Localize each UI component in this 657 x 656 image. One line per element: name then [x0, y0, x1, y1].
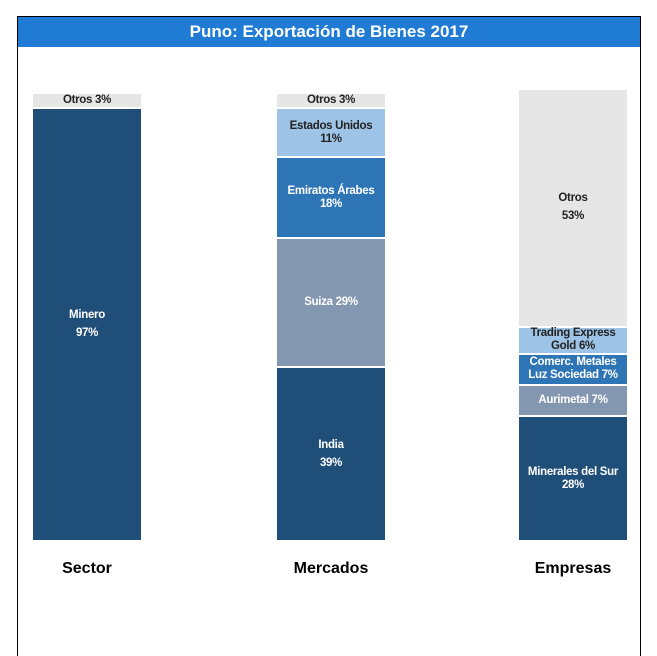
bar: Minero 97% Otros 3%: [33, 94, 141, 540]
segment-value: 3%: [339, 94, 356, 107]
bar: India 39% Suiza 29% Emiratos Árabes 18% Est…: [277, 94, 385, 540]
segment-label: Otros 3%: [63, 94, 111, 107]
bar: Minerales del Sur 28% Aurimetal 7% Comerc.…: [519, 89, 627, 540]
x-tick-label: Empresas: [534, 560, 612, 577]
chart-title: Puno: Exportación de Bienes 2017: [18, 17, 640, 47]
x-tick-label: Sector: [62, 560, 112, 577]
segment-label: Minero 97%: [69, 309, 105, 340]
segment-label: Suiza 29%: [304, 296, 358, 309]
segment-label: India 39%: [318, 438, 344, 470]
bar-segment: Otros 53%: [519, 89, 627, 326]
segment-name: India: [318, 438, 344, 451]
segment-name: Estados Unidos: [289, 119, 373, 132]
bar-segment: India 39%: [277, 366, 385, 540]
segment-name: Emiratos Árabes: [287, 184, 375, 197]
segment-name: Otros: [62, 94, 93, 107]
segment-label: Comerc. Metales Luz Sociedad 7%: [521, 356, 625, 382]
segment-label: Aurimetal 7%: [538, 394, 608, 407]
segment-name: Minerales del Sur: [527, 465, 619, 478]
segment-value: 53%: [561, 210, 585, 223]
x-tick-label: Mercados: [293, 560, 369, 577]
segment-label: Trading Express Gold 6%: [521, 327, 625, 353]
bar-segment: Minero 97%: [33, 107, 141, 540]
segment-name: Otros: [558, 192, 588, 205]
segment-value: 7%: [591, 394, 608, 407]
segment-value: 18%: [319, 197, 343, 210]
segment-value: 6%: [578, 340, 595, 353]
segment-name: Trading Express Gold: [530, 327, 616, 353]
segment-value: 97%: [75, 327, 99, 340]
segment-label: Emiratos Árabes 18%: [279, 185, 383, 211]
bar-segment: Otros 3%: [33, 94, 141, 108]
bar-segment: Suiza 29%: [277, 236, 385, 367]
segment-name: Suiza: [304, 295, 333, 308]
segment-label: Minerales del Sur 28%: [521, 466, 625, 492]
segment-value: 28%: [561, 478, 585, 491]
segment-value: 11%: [320, 132, 342, 145]
segment-name: Otros: [306, 94, 337, 107]
bar-segment: Otros 3%: [277, 94, 385, 108]
bar-segment: Trading Express Gold 6%: [519, 325, 627, 353]
frame: [17, 16, 641, 656]
segment-value: 29%: [335, 295, 358, 308]
segment-label: Estados Unidos 11%: [279, 120, 383, 146]
segment-label: Otros 53%: [558, 192, 587, 223]
segment-value: 3%: [95, 94, 112, 107]
bar-segment: Minerales del Sur 28%: [519, 415, 627, 540]
bar-segment: Aurimetal 7%: [519, 383, 627, 416]
segment-value: 39%: [319, 456, 343, 469]
segment-name: Aurimetal: [538, 394, 589, 407]
segment-name: Minero: [69, 309, 105, 322]
bar-segment: Comerc. Metales Luz Sociedad 7%: [519, 352, 627, 384]
bar-segment: Emiratos Árabes 18%: [277, 156, 385, 237]
segment-value: 7%: [601, 369, 618, 382]
segment-name: Comerc. Metales Luz Sociedad: [528, 356, 617, 382]
segment-label: Otros 3%: [307, 94, 355, 107]
bar-segment: Estados Unidos 11%: [277, 107, 385, 157]
